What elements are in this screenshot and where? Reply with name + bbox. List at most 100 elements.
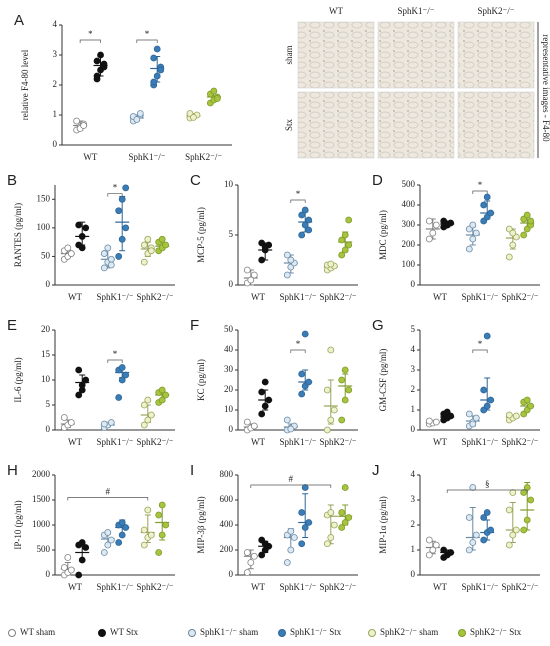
- x-tick-label: SphK1⁻/⁻: [96, 437, 133, 447]
- data-point: [107, 419, 115, 426]
- data-point: [158, 396, 166, 404]
- data-point: [505, 506, 513, 514]
- significance-label: *: [113, 349, 118, 359]
- panel-letter: C: [190, 172, 201, 189]
- y-tick-label: 4: [53, 19, 58, 29]
- data-point: [75, 221, 83, 229]
- data-point: [341, 396, 349, 404]
- y-tick-label: 0: [411, 279, 416, 289]
- data-point: [520, 489, 528, 496]
- y-tick-label: 200: [402, 239, 416, 249]
- data-point: [505, 541, 513, 549]
- legend-marker: [278, 629, 286, 637]
- data-point: [480, 536, 488, 544]
- x-tick-label: SphK2⁻/⁻: [136, 437, 173, 447]
- significance-bracket: [107, 193, 123, 197]
- y-tick-label: 0: [46, 424, 51, 434]
- significance-bracket: [472, 190, 488, 194]
- data-point: [213, 95, 221, 102]
- data-point: [115, 253, 123, 260]
- data-point: [133, 116, 141, 123]
- data-point: [305, 216, 313, 224]
- y-tick-label: 2: [53, 79, 58, 89]
- significance-bracket: [107, 359, 123, 363]
- data-point: [162, 521, 170, 529]
- data-point: [345, 386, 353, 394]
- data-point: [100, 549, 108, 556]
- data-point: [327, 509, 335, 516]
- data-point: [425, 235, 433, 243]
- data-point: [487, 209, 495, 217]
- data-point: [472, 229, 480, 237]
- data-point: [527, 496, 535, 504]
- x-tick-label: SphK1⁻/⁻: [461, 437, 498, 447]
- data-point: [100, 250, 108, 257]
- data-point: [258, 256, 266, 264]
- data-point: [100, 60, 108, 68]
- legend-marker: [8, 629, 16, 637]
- data-point: [153, 45, 161, 53]
- x-tick-label: SphK1⁻/⁻: [279, 437, 316, 447]
- legend-label: WT Stx: [110, 627, 139, 637]
- y-tick-label: 50: [224, 324, 234, 334]
- data-point: [75, 571, 83, 579]
- data-point: [78, 244, 86, 252]
- data-point: [429, 546, 437, 554]
- y-axis-label: KC (pg/ml): [196, 359, 206, 401]
- x-tick-label: WT: [68, 292, 82, 302]
- data-point: [469, 420, 477, 428]
- panel-letter: E: [7, 317, 17, 334]
- legend-marker: [98, 629, 106, 637]
- data-point: [107, 255, 115, 263]
- y-tick-label: 50: [41, 250, 51, 260]
- y-axis-label: MIP-1α (pg/ml): [378, 496, 388, 553]
- significance-bracket: [67, 497, 149, 501]
- y-tick-label: 5: [229, 229, 234, 239]
- data-point: [122, 371, 130, 379]
- legend-marker: [458, 629, 466, 637]
- significance-label: *: [478, 339, 483, 349]
- data-point: [465, 546, 473, 554]
- data-point: [243, 569, 251, 576]
- y-tick-label: 0: [53, 139, 58, 149]
- data-point: [118, 376, 126, 384]
- y-tick-label: 3: [411, 494, 416, 504]
- data-point: [341, 484, 349, 491]
- data-point: [323, 386, 331, 394]
- data-point: [122, 524, 130, 531]
- data-point: [243, 418, 251, 426]
- data-point: [298, 211, 306, 219]
- data-point: [147, 411, 155, 419]
- legend-marker: [188, 629, 196, 637]
- data-point: [147, 247, 155, 255]
- data-point: [330, 521, 338, 529]
- micrograph: [457, 21, 535, 89]
- data-point: [60, 564, 68, 571]
- data-point: [115, 539, 123, 546]
- data-point: [93, 57, 101, 65]
- y-tick-label: 2: [411, 384, 416, 394]
- data-point: [100, 264, 108, 272]
- data-point: [287, 256, 295, 264]
- data-point: [144, 396, 152, 404]
- data-point: [67, 566, 75, 574]
- panel-letter: G: [372, 317, 384, 334]
- x-tick-label: SphK2⁻/⁻: [319, 437, 356, 447]
- data-point: [483, 332, 491, 340]
- data-point: [157, 66, 165, 74]
- data-point: [327, 346, 335, 354]
- data-point: [64, 554, 72, 561]
- data-point: [432, 541, 440, 549]
- data-point: [104, 244, 112, 252]
- data-point: [75, 366, 83, 374]
- data-point: [338, 236, 346, 244]
- data-point: [301, 206, 309, 214]
- data-point: [469, 539, 477, 546]
- y-tick-label: 100: [402, 259, 416, 269]
- y-axis-label: IL-6 (pg/ml): [13, 357, 23, 402]
- data-point: [338, 524, 346, 531]
- y-axis-label: GM-CSF (pg/ml): [378, 349, 388, 412]
- significance-label: *: [88, 29, 93, 39]
- x-tick-label: WT: [251, 437, 265, 447]
- data-point: [82, 376, 90, 384]
